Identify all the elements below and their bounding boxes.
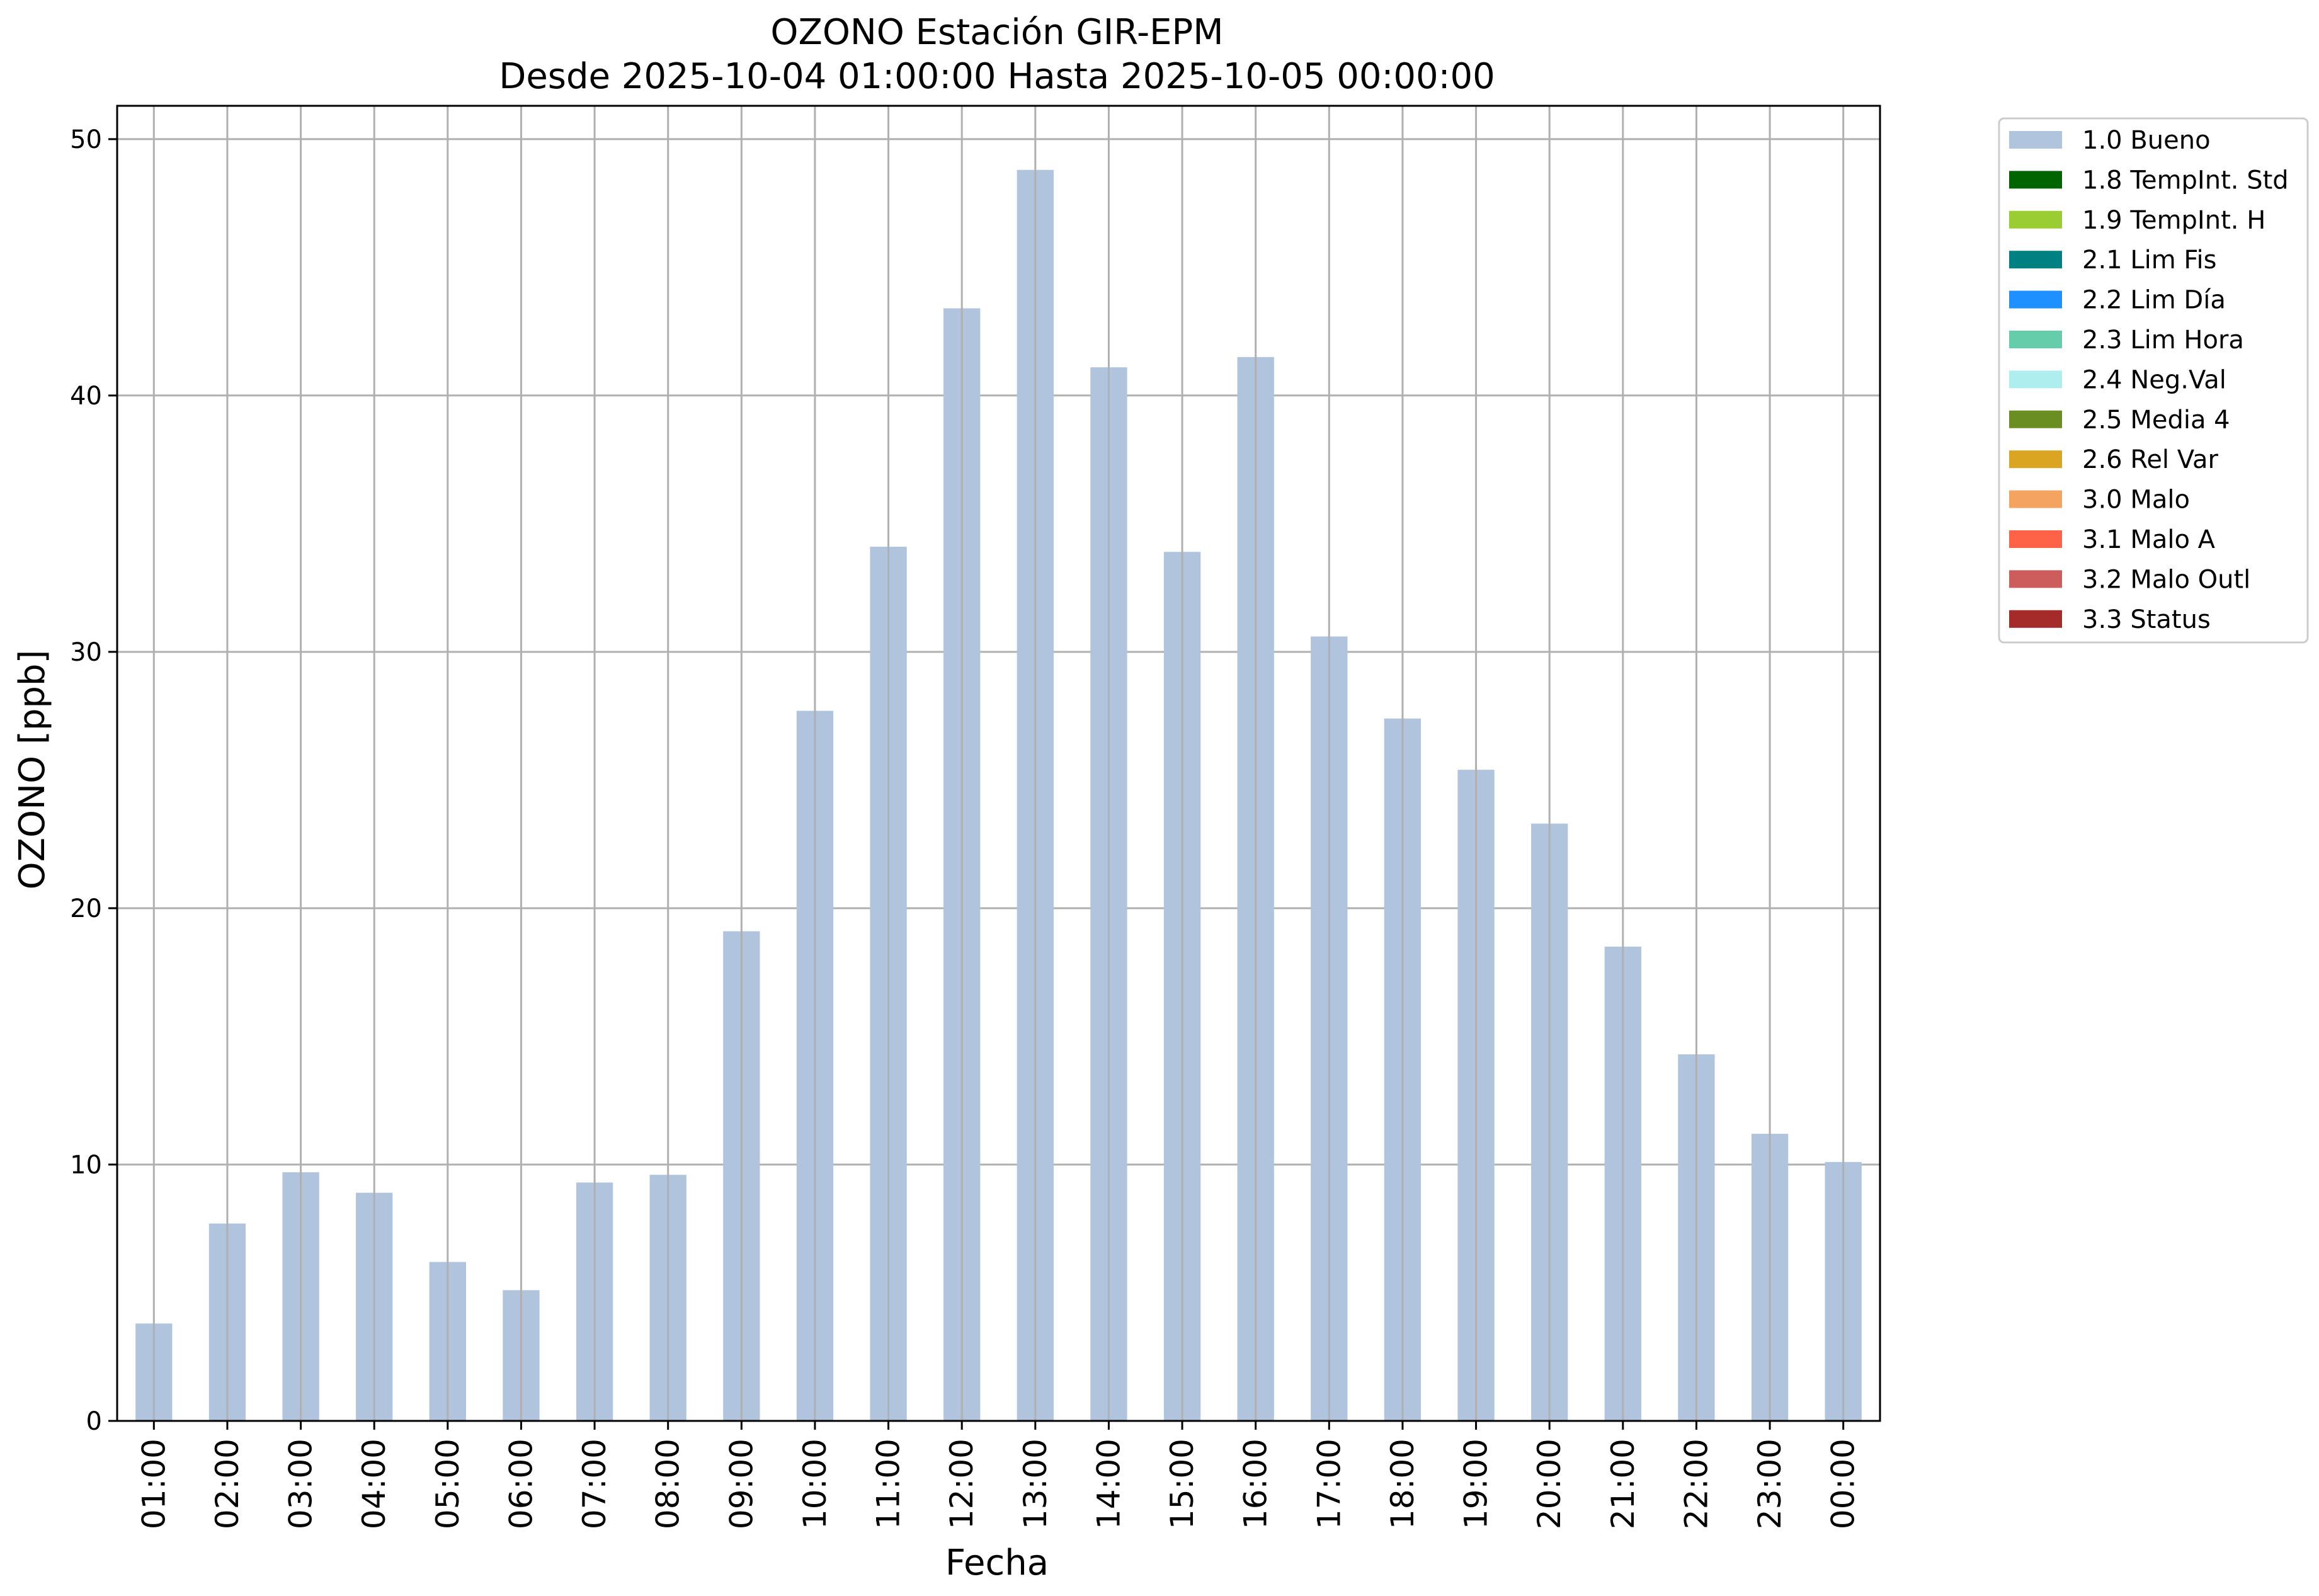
y-axis-label: OZONO [ppb] <box>12 650 53 890</box>
legend-swatch <box>2009 570 2062 588</box>
x-tick-label: 18:00 <box>1384 1439 1421 1529</box>
x-tick-label: 23:00 <box>1752 1439 1788 1529</box>
x-tick-label: 17:00 <box>1311 1439 1347 1529</box>
y-tick-label: 0 <box>86 1407 102 1436</box>
legend-label: 1.8 TempInt. Std <box>2082 166 2289 195</box>
x-axis-label: Fecha <box>945 1542 1049 1583</box>
legend-label: 3.0 Malo <box>2082 486 2190 515</box>
x-tick-label: 06:00 <box>503 1439 539 1529</box>
legend-label: 3.1 Malo A <box>2082 525 2216 554</box>
legend-label: 3.3 Status <box>2082 605 2211 634</box>
x-tick-label: 19:00 <box>1458 1439 1495 1529</box>
legend-label: 1.9 TempInt. H <box>2082 206 2265 235</box>
x-tick-label: 05:00 <box>430 1439 466 1529</box>
x-tick-label: 02:00 <box>209 1439 246 1529</box>
legend-swatch <box>2009 331 2062 348</box>
legend-label: 2.2 Lim Día <box>2082 286 2226 315</box>
x-tick-label: 13:00 <box>1017 1439 1054 1529</box>
x-tick-label: 04:00 <box>356 1439 392 1529</box>
legend-label: 2.4 Neg.Val <box>2082 365 2226 394</box>
legend-swatch <box>2009 290 2062 309</box>
x-tick-label: 08:00 <box>650 1439 687 1529</box>
legend-label: 1.0 Bueno <box>2082 126 2211 155</box>
legend-swatch <box>2009 530 2062 548</box>
x-tick-label: 01:00 <box>135 1439 172 1529</box>
legend-swatch <box>2009 251 2062 269</box>
legend-swatch <box>2009 410 2062 428</box>
y-tick-label: 50 <box>70 125 102 154</box>
x-tick-label: 22:00 <box>1678 1439 1714 1529</box>
x-tick-label: 10:00 <box>797 1439 833 1529</box>
legend-label: 2.6 Rel Var <box>2082 445 2219 474</box>
chart-subtitle: Desde 2025-10-04 01:00:00 Hasta 2025-10-… <box>499 56 1495 97</box>
x-tick-label: 07:00 <box>576 1439 613 1529</box>
x-tick-label: 21:00 <box>1605 1439 1641 1529</box>
plot-area: 0 10 20 30 40 50 01:00 02:00 03:00 04:00 05:00 06:0… <box>70 105 1881 1529</box>
legend-box <box>1998 117 2309 644</box>
x-tick-label: 03:00 <box>283 1439 319 1529</box>
legend-swatch <box>2009 370 2062 389</box>
legend-swatch <box>2009 171 2062 189</box>
legend-swatch <box>2009 610 2062 628</box>
y-tick-label: 40 <box>70 382 102 411</box>
legend-label: 2.1 Lim Fis <box>2082 246 2216 275</box>
y-tick-label: 10 <box>70 1151 102 1180</box>
x-tick-label: 15:00 <box>1164 1439 1200 1529</box>
y-tick-label: 30 <box>70 638 102 667</box>
legend-swatch <box>2009 131 2062 149</box>
legend-swatch <box>2009 450 2062 469</box>
x-tick-label: 12:00 <box>943 1439 980 1529</box>
x-tick-label: 09:00 <box>723 1439 760 1529</box>
plot-frame <box>116 105 1881 1422</box>
legend-label: 2.3 Lim Hora <box>2082 326 2244 355</box>
x-tick-label: 11:00 <box>870 1439 907 1529</box>
legend: 1.0 Bueno 1.8 TempInt. Std 1.9 TempInt. H 2… <box>1998 117 2309 644</box>
x-tick-label: 20:00 <box>1531 1439 1568 1529</box>
legend-swatch <box>2009 490 2062 508</box>
x-tick-label: 14:00 <box>1090 1439 1127 1529</box>
legend-label: 3.2 Malo Outl <box>2082 565 2250 594</box>
x-tick-label: 16:00 <box>1238 1439 1274 1529</box>
x-tick-label: 00:00 <box>1825 1439 1862 1529</box>
legend-swatch <box>2009 210 2062 229</box>
y-tick-label: 20 <box>70 894 102 923</box>
legend-label: 2.5 Media 4 <box>2082 406 2230 435</box>
chart-title: OZONO Estación GIR-EPM <box>770 12 1223 53</box>
